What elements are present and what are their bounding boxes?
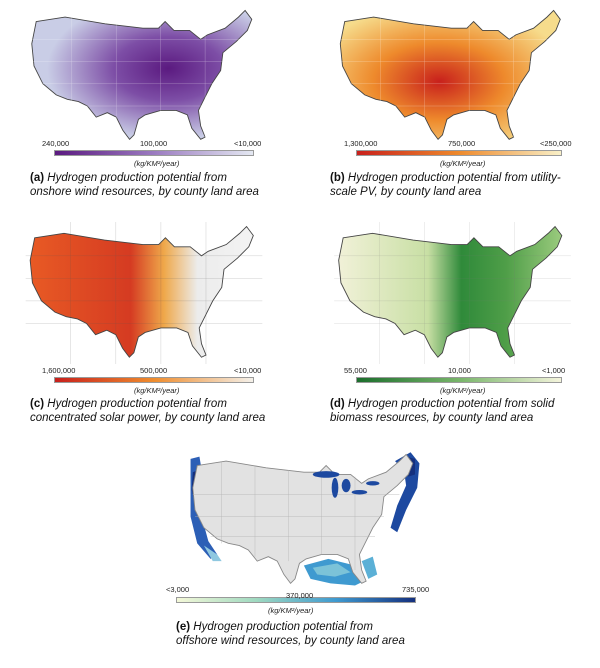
us-map-onshore-wind [27, 6, 261, 146]
us-map-utility-pv [335, 6, 570, 146]
scale-right-label: <250,000 [540, 139, 572, 148]
scale-left-label: 1,300,000 [344, 139, 378, 148]
scale-right-label: 735,000 [402, 585, 430, 594]
caption-line1: Hydrogen production potential from [47, 172, 227, 184]
great-lakes [312, 471, 380, 498]
caption-line1: Hydrogen production potential from utili… [347, 172, 561, 184]
caption-e: (e) Hydrogen production potential from o… [176, 620, 466, 648]
legend-scale-e [176, 597, 416, 603]
caption-a: (a) Hydrogen production potential from o… [30, 171, 300, 199]
scale-left-label: 1,600,000 [42, 366, 76, 375]
scale-left-label: 240,000 [42, 139, 70, 148]
caption-c: (c) Hydrogen production potential from c… [30, 397, 310, 425]
caption-line1: Hydrogen production potential from [193, 621, 373, 633]
caption-line1: Hydrogen production potential from [47, 398, 227, 410]
caption-letter: (c) [30, 398, 45, 410]
scale-mid-label: 500,000 [140, 366, 168, 375]
us-map-offshore-wind [190, 452, 420, 586]
unit-label: (kg/KM²/year) [440, 159, 486, 168]
scale-right-label: <10,000 [234, 139, 262, 148]
caption-line2: offshore wind resources, by county land … [176, 635, 405, 647]
scale-left-label: <3,000 [166, 585, 190, 594]
unit-label: (kg/KM²/year) [440, 386, 486, 395]
scale-left-label: 55,000 [344, 366, 367, 375]
caption-line2: concentrated solar power, by county land… [30, 412, 266, 424]
unit-label: (kg/KM²/year) [134, 386, 180, 395]
caption-b: (b) Hydrogen production potential from u… [330, 171, 600, 199]
caption-line1: Hydrogen production potential from solid [347, 398, 555, 410]
caption-letter: (e) [176, 621, 191, 633]
caption-line2: biomass resources, by county land area [330, 412, 534, 424]
caption-line2: scale PV, by county land area [330, 186, 482, 198]
legend-scale-b [356, 150, 562, 156]
unit-label: (kg/KM²/year) [134, 159, 180, 168]
legend-scale-a [54, 150, 254, 156]
caption-line2: onshore wind resources, by county land a… [30, 186, 259, 198]
us-map-biomass [334, 222, 571, 364]
caption-letter: (b) [330, 172, 345, 184]
caption-letter: (d) [330, 398, 345, 410]
legend-scale-c [54, 377, 254, 383]
scale-mid-label: 100,000 [140, 139, 168, 148]
scale-mid-label: 10,000 [448, 366, 471, 375]
us-map-csp [25, 222, 263, 364]
caption-d: (d) Hydrogen production potential from s… [330, 397, 600, 425]
scale-mid-label: 370,000 [286, 591, 314, 600]
scale-right-label: <1,000 [542, 366, 566, 375]
caption-letter: (a) [30, 172, 45, 184]
scale-mid-label: 750,000 [448, 139, 476, 148]
scale-right-label: <10,000 [234, 366, 262, 375]
unit-label: (kg/KM²/year) [268, 606, 314, 615]
legend-scale-d [356, 377, 562, 383]
